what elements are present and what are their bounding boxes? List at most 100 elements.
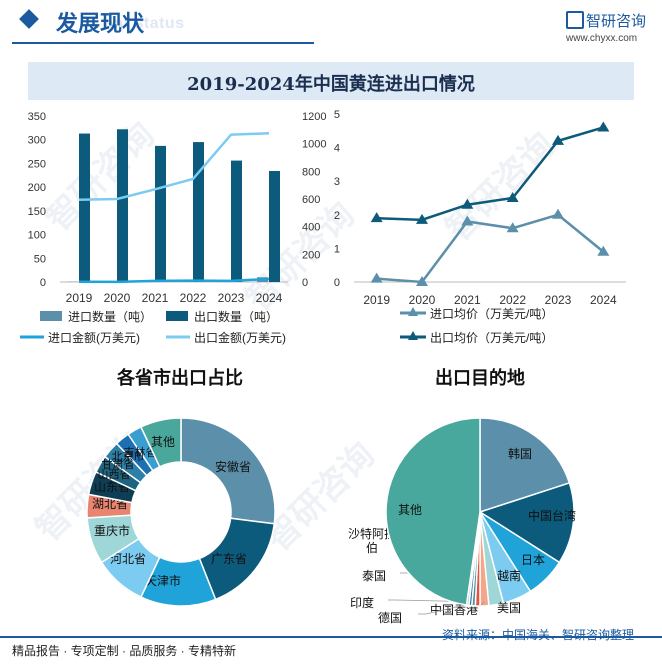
slice-label: 伯 xyxy=(366,540,378,555)
price-marker xyxy=(416,276,428,286)
y-tick-label: 100 xyxy=(28,230,46,242)
x-tick-label: 2024 xyxy=(590,293,617,307)
price-marker xyxy=(597,245,610,256)
page-header: ent status 发展现状 智研咨询 www.chyxx.com xyxy=(0,0,662,48)
footer-tagline: 精品报告 · 专项定制 · 品质服务 · 专精特新 xyxy=(12,644,236,658)
slice-label: 韩国 xyxy=(508,446,532,461)
y-tick-label: 250 xyxy=(28,158,46,170)
x-tick-label: 2019 xyxy=(363,293,390,307)
donut-slice xyxy=(385,417,481,606)
label-leader xyxy=(388,599,474,603)
y2-tick-label: 400 xyxy=(302,222,320,234)
price-marker xyxy=(506,192,519,202)
y2-tick-label: 600 xyxy=(302,194,320,206)
slice-label: 越南 xyxy=(497,568,521,583)
slice-label: 吉林省 xyxy=(124,445,157,459)
x-tick-label: 2019 xyxy=(66,291,93,305)
brand-url: www.chyxx.com xyxy=(566,33,638,44)
export-qty-bar xyxy=(193,142,204,282)
import-price-line xyxy=(376,213,605,284)
page-title: 发展现状 xyxy=(56,12,145,37)
y-tick-label: 0 xyxy=(334,277,340,289)
slice-label: 德国 xyxy=(378,610,402,625)
legend-label: 进口数量（吨） xyxy=(68,309,152,324)
y-tick-label: 350 xyxy=(28,111,46,123)
legend-label: 进口均价（万美元/吨） xyxy=(430,307,553,321)
slice-label: 河北省 xyxy=(110,552,146,566)
y-tick-label: 0 xyxy=(40,277,46,289)
y-tick-label: 2 xyxy=(334,210,340,222)
x-tick-label: 2020 xyxy=(104,291,131,305)
header-subtitle: ent status xyxy=(104,15,185,32)
legend-swatch xyxy=(40,311,62,321)
x-tick-label: 2021 xyxy=(454,293,481,307)
y2-tick-label: 1200 xyxy=(302,111,326,123)
slice-label: 其他 xyxy=(151,435,175,449)
province-share-title: 各省市出口占比 xyxy=(117,368,243,389)
export-qty-bar xyxy=(155,145,166,282)
y2-tick-label: 0 xyxy=(302,277,308,289)
brand-logo-icon xyxy=(566,11,584,29)
brand-name: 智研咨询 xyxy=(586,12,647,30)
label-leader xyxy=(418,601,478,615)
x-tick-label: 2023 xyxy=(218,291,245,305)
x-tick-label: 2022 xyxy=(499,293,526,307)
price-marker xyxy=(552,208,564,219)
price-marker xyxy=(370,212,383,223)
slice-label: 山西省 xyxy=(98,468,131,481)
y-tick-label: 1 xyxy=(334,243,340,255)
slice-label: 中国香港 xyxy=(430,602,478,617)
legend-label: 出口金额(万美元) xyxy=(194,330,286,345)
y2-tick-label: 1000 xyxy=(302,139,326,151)
average-price-chart: 0 1 2 3 4 5 2019 2020 2021 2022 2023 2024 进口均价（万美元/吨… xyxy=(334,109,626,345)
export-amount-line xyxy=(78,132,270,201)
price-marker xyxy=(461,198,474,209)
y-tick-label: 5 xyxy=(334,109,340,121)
x-tick-label: 2021 xyxy=(142,291,169,305)
import-amount-line xyxy=(78,277,270,284)
x-tick-label: 2020 xyxy=(409,293,436,307)
diamond-icon xyxy=(19,9,39,29)
footer-line xyxy=(0,636,662,638)
price-marker xyxy=(597,121,610,132)
x-tick-label: 2022 xyxy=(180,291,207,305)
y-tick-label: 4 xyxy=(334,143,340,155)
slice-label: 日本 xyxy=(521,553,545,567)
legend-label: 出口均价（万美元/吨） xyxy=(430,331,553,345)
slice-label: 安徽省 xyxy=(215,459,251,474)
price-marker xyxy=(416,213,428,224)
price-marker xyxy=(370,272,383,283)
slice-label: 沙特阿拉 xyxy=(348,526,396,541)
export-qty-bar xyxy=(79,133,90,282)
legend-label: 出口数量（吨） xyxy=(194,309,278,324)
slice-label: 其他 xyxy=(398,503,422,517)
destination-title: 出口目的地 xyxy=(435,368,525,389)
y-tick-label: 50 xyxy=(34,253,46,265)
header-underline xyxy=(12,42,314,44)
export-qty-bar xyxy=(117,129,128,282)
slice-label: 泰国 xyxy=(362,569,386,583)
donut-slice xyxy=(180,417,276,525)
price-marker xyxy=(461,215,474,226)
export-qty-bar xyxy=(231,160,242,282)
donut-slice xyxy=(139,417,182,468)
footer-source: 资料来源：中国海关、智研咨询整理 xyxy=(442,628,635,642)
slice-label: 北京市 xyxy=(112,449,145,463)
legend-marker xyxy=(408,307,418,316)
y-tick-label: 150 xyxy=(28,206,46,218)
price-marker xyxy=(506,222,519,233)
legend-swatch xyxy=(166,311,188,321)
chart-title: 2019-2024年中国黄连进出口情况 xyxy=(187,74,475,95)
y-tick-label: 200 xyxy=(28,182,46,194)
legend-label: 进口金额(万美元) xyxy=(48,330,140,345)
page-footer: 精品报告 · 专项定制 · 品质服务 · 专精特新 资料来源：中国海关、智研咨询… xyxy=(0,628,662,664)
slice-label: 重庆市 xyxy=(94,523,130,538)
slice-label: 广东省 xyxy=(211,552,247,566)
y-tick-label: 3 xyxy=(334,176,340,188)
legend-marker xyxy=(408,331,418,340)
y-tick-label: 300 xyxy=(28,135,46,147)
price-marker xyxy=(552,134,564,145)
chart-title-bar: 2019-2024年中国黄连进出口情况 xyxy=(28,62,634,100)
